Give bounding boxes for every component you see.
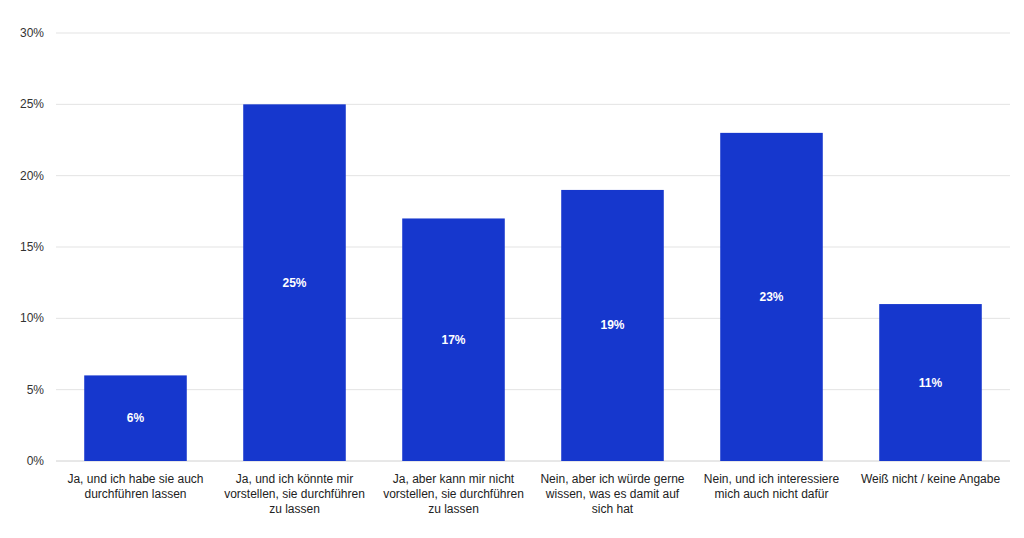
x-tick-label-line: zu lassen	[428, 502, 479, 516]
x-tick-label-line: Nein, aber ich würde gerne	[540, 472, 684, 486]
bar	[243, 104, 346, 461]
grid-line	[56, 247, 1010, 248]
bar	[402, 218, 505, 461]
x-tick-label-line: sich hat	[592, 502, 634, 516]
x-tick-label: Nein, und ich interessieremich auch nich…	[704, 472, 840, 501]
data-label: 6%	[127, 411, 145, 425]
grid-line	[56, 104, 1010, 105]
x-tick-label: Ja, aber kann mir nichtvorstellen, sie d…	[383, 472, 524, 516]
bars	[84, 104, 982, 461]
x-tick-label-line: Ja, aber kann mir nicht	[393, 472, 515, 486]
y-tick-label: 0%	[27, 454, 45, 468]
grid-line	[56, 389, 1010, 390]
x-tick-label-line: Nein, und ich interessiere	[704, 472, 840, 486]
grid-line	[56, 33, 1010, 34]
x-tick-label-line: zu lassen	[269, 502, 320, 516]
x-tick-label: Ja, und ich habe sie auchdurchführen las…	[67, 472, 203, 501]
x-tick-label-line: vorstellen, sie durchführen	[224, 487, 365, 501]
y-tick-label: 20%	[20, 169, 44, 183]
x-tick-label-line: wissen, was es damit auf	[545, 487, 680, 501]
bar	[84, 375, 187, 461]
bar	[879, 304, 982, 461]
grid-line	[56, 175, 1010, 176]
bar	[720, 133, 823, 461]
y-tick-label: 15%	[20, 240, 44, 254]
x-tick-label: Ja, und ich könnte mirvorstellen, sie du…	[224, 472, 365, 516]
bar	[561, 190, 664, 461]
data-label: 19%	[600, 318, 624, 332]
x-tick-label-line: durchführen lassen	[84, 487, 186, 501]
y-tick-label: 10%	[20, 311, 44, 325]
x-tick-label: Nein, aber ich würde gernewissen, was es…	[540, 472, 684, 516]
y-tick-label: 25%	[20, 97, 44, 111]
chart: 0% 5% 10% 15% 20% 25% 30% 6% 25% 17% 19% 23% 11% Ja, …	[0, 0, 1024, 538]
x-tick-label: Weiß nicht / keine Angabe	[861, 472, 1001, 486]
data-label: 17%	[441, 333, 465, 347]
grid-line	[56, 318, 1010, 319]
y-tick-label: 30%	[20, 26, 44, 40]
data-label: 11%	[919, 376, 943, 390]
x-tick-label-line: mich auch nicht dafür	[714, 487, 828, 501]
x-tick-label-line: Ja, und ich könnte mir	[236, 472, 353, 486]
x-tick-label-line: Weiß nicht / keine Angabe	[861, 472, 1001, 486]
x-tick-label-line: Ja, und ich habe sie auch	[67, 472, 203, 486]
x-tick-label-line: vorstellen, sie durchführen	[383, 487, 524, 501]
data-label: 23%	[759, 290, 783, 304]
grid	[56, 33, 1010, 461]
y-tick-label: 5%	[27, 383, 45, 397]
grid-line	[56, 461, 1010, 462]
data-label: 25%	[282, 276, 306, 290]
